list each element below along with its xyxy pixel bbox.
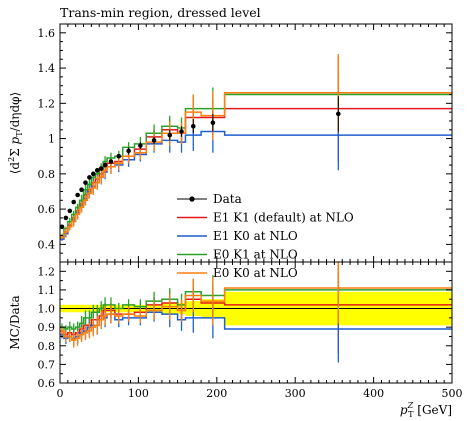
x-tick-label: 0 (57, 387, 64, 400)
data-point (83, 180, 88, 185)
legend-item: E1 K0 at NLO (177, 229, 298, 243)
chart-title: Trans-min region, dressed level (60, 5, 261, 20)
ratio-y-tick-label: 0.8 (38, 340, 56, 353)
data-point (87, 175, 92, 180)
main-panel-frame (59, 23, 453, 263)
data-point (179, 129, 184, 134)
ratio-y-axis: 0.6 0.7 0.8 0.9 1.0 1.1 1.2 (38, 265, 452, 390)
y-tick-label: 0.6 (38, 203, 56, 216)
legend-label: E1 K0 at NLO (213, 229, 298, 243)
x-axis: 0 100 200 300 400 500 (57, 24, 463, 400)
data-point (98, 166, 104, 171)
data-point (94, 168, 100, 173)
data-point (151, 138, 157, 143)
data-point (79, 187, 84, 193)
y-tick-label: 1.6 (38, 27, 56, 40)
ratio-y-tick-label: 1.0 (38, 303, 56, 316)
main-y-axis: 0.4 0.6 0.8 1 1.2 1.4 1.6 (38, 27, 452, 254)
legend-item: E0 K0 at NLO (177, 266, 298, 280)
ratio-step-line (60, 287, 452, 341)
legend-item: E1 K1 (default) at NLO (177, 211, 354, 225)
data-point (336, 111, 341, 117)
data-point (108, 159, 114, 164)
ratio-y-axis-label: MC/Data (8, 295, 22, 349)
data-point (138, 143, 143, 148)
ratio-y-tick-label: 1.1 (38, 284, 56, 297)
ratio-y-tick-label: 1.2 (38, 265, 56, 278)
data-point (75, 192, 80, 198)
data-point (71, 199, 77, 205)
data-point (190, 123, 196, 129)
ratio-series (60, 262, 452, 363)
y-tick-label: 0.4 (38, 238, 56, 251)
data-point (63, 215, 69, 221)
x-tick-label: 100 (128, 387, 149, 400)
ratio-step-line (60, 289, 452, 330)
main-step-line (60, 92, 452, 239)
data-points (59, 96, 341, 230)
y-tick-label: 1.4 (38, 62, 56, 75)
data-point (91, 171, 96, 177)
x-tick-label: 200 (206, 387, 227, 400)
y-tick-label: 1.2 (38, 97, 56, 110)
legend-label: Data (213, 192, 242, 206)
data-point (210, 120, 216, 126)
ratio-y-tick-label: 0.9 (38, 321, 56, 334)
ratio-y-tick-label: 0.7 (38, 358, 56, 371)
x-tick-label: 400 (363, 387, 384, 400)
legend-item: E0 K1 at NLO (177, 248, 298, 262)
legend-item-data: Data (177, 192, 242, 206)
main-y-axis-label: ⟨d2Σ pT/dηdφ⟩ (7, 92, 24, 175)
ratio-y-tick-label: 0.6 (38, 377, 56, 390)
legend-label: E1 K1 (default) at NLO (213, 211, 354, 225)
x-tick-label: 500 (442, 387, 463, 400)
ratio-series-e0-k0-at-nlo (60, 262, 452, 348)
legend-swatch-marker (189, 196, 195, 202)
x-tick-label: 300 (285, 387, 306, 400)
ratio-panel: 0.6 0.7 0.8 0.9 1.0 1.1 1.2 0 100 200 300 400 500 M… (8, 24, 463, 419)
x-axis-label: pZ T [GeV] (400, 401, 452, 419)
y-tick-label: 1 (48, 133, 55, 146)
legend-label: E0 K1 at NLO (213, 248, 298, 262)
data-point (126, 148, 131, 154)
main-panel: Data E1 K1 (default) at NLO E1 K0 at NLO E0… (7, 23, 453, 280)
data-point (167, 132, 173, 138)
data-point (67, 208, 73, 214)
data-point (116, 153, 122, 159)
y-tick-label: 0.8 (38, 168, 56, 181)
legend-label: E0 K0 at NLO (213, 266, 298, 280)
data-point (102, 162, 108, 168)
legend: Data E1 K1 (default) at NLO E1 K0 at NLO E0… (177, 192, 354, 280)
